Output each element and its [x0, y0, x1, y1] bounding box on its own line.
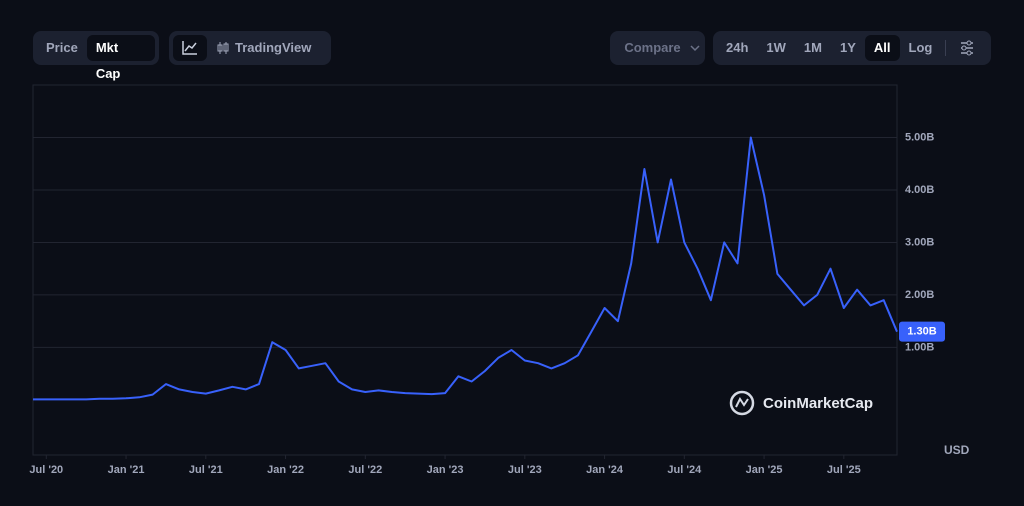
x-tick-label: Jan '24: [586, 464, 624, 476]
settings-button[interactable]: [950, 35, 984, 61]
y-tick-label: 3.00B: [905, 236, 934, 248]
settings-icon: [961, 40, 974, 56]
chart-type-group: TradingView: [169, 31, 331, 65]
compare-label: Compare: [624, 40, 681, 55]
currency-label: USD: [944, 443, 970, 457]
x-tick-label: Jul '25: [827, 464, 861, 476]
tab-group: Price Mkt Cap: [33, 31, 159, 81]
tradingview-label: TradingView: [235, 40, 312, 55]
watermark: CoinMarketCap: [729, 390, 873, 416]
x-tick-label: Jan '23: [427, 464, 464, 476]
log-button[interactable]: Log: [908, 40, 933, 55]
y-tick-label: 2.00B: [905, 289, 934, 301]
watermark-text: CoinMarketCap: [763, 395, 873, 412]
range-button[interactable]: 1Y: [839, 40, 856, 55]
x-tick-label: Jan '22: [267, 464, 304, 476]
range-button[interactable]: All: [864, 35, 900, 61]
compare-button[interactable]: Compare: [610, 31, 705, 65]
x-tick-label: Jul '22: [348, 464, 382, 476]
x-tick-label: Jul '20: [29, 464, 63, 476]
range-button[interactable]: 24h: [726, 40, 749, 55]
current-value-label: 1.30B: [907, 326, 936, 338]
plot-frame: [32, 84, 898, 456]
tab-button[interactable]: Mkt Cap: [86, 35, 155, 81]
line-icon-button[interactable]: [173, 35, 207, 61]
y-tick-label: 4.00B: [905, 184, 934, 196]
separator: [945, 40, 947, 56]
price-line: [33, 136, 898, 401]
x-tick-label: Jul '24: [667, 464, 702, 476]
range-button[interactable]: 1W: [766, 40, 786, 55]
tradingview-button[interactable]: TradingView: [207, 35, 320, 61]
y-tick-label: 5.00B: [905, 131, 934, 143]
current-value-tag: [899, 321, 945, 342]
watermark-logo-mark: [735, 397, 749, 408]
watermark-logo: [729, 390, 755, 416]
candle-icon: [217, 42, 229, 54]
tab-button[interactable]: Price: [46, 40, 78, 55]
x-tick-label: Jan '21: [108, 464, 145, 476]
x-tick-label: Jul '23: [508, 464, 542, 476]
y-tick-label: 1.00B: [905, 341, 934, 353]
range-group: 24h 1W 1M 1Y All Log: [713, 31, 991, 65]
x-tick-label: Jul '21: [189, 464, 223, 476]
chevron: [690, 45, 700, 52]
line-icon: [182, 41, 197, 55]
range-button[interactable]: 1M: [803, 40, 822, 55]
x-tick-label: Jan '25: [746, 464, 783, 476]
